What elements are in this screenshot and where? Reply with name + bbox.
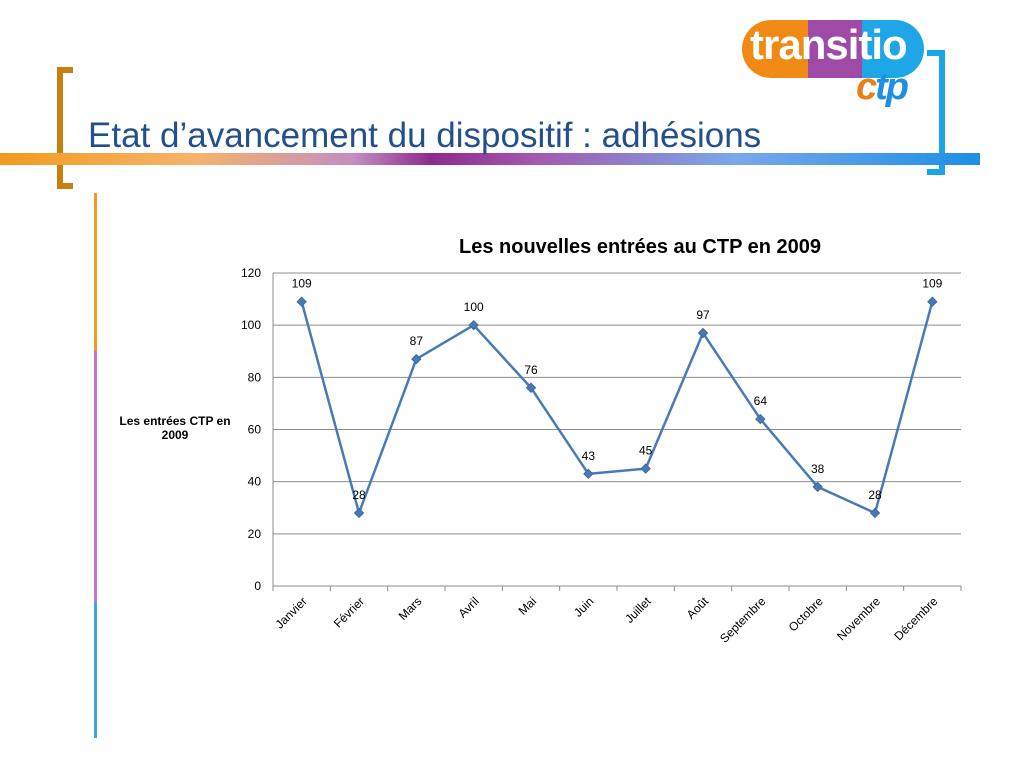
data-label: 45 [639, 444, 653, 458]
y-tick-label: 0 [254, 579, 261, 593]
x-tick-label: Septembre [717, 594, 769, 646]
y-tick-label: 20 [248, 527, 262, 541]
x-tick-label: Janvier [273, 594, 310, 631]
y-tick-label: 120 [241, 266, 261, 280]
data-label: 109 [922, 277, 942, 291]
data-label: 28 [352, 488, 366, 502]
x-tick-label: Août [684, 594, 712, 622]
data-label: 43 [582, 449, 596, 463]
data-point-marker [468, 319, 479, 331]
page-title: Etat d’avancement du dispositif : adhési… [88, 116, 762, 155]
x-tick-label: Juillet [622, 594, 654, 626]
y-tick-label: 100 [241, 318, 261, 332]
x-tick-label: Février [331, 594, 367, 630]
data-point-marker [869, 507, 881, 519]
transitio-ctp-logo: transitio ctp [742, 16, 932, 126]
right-bracket-decoration [927, 50, 945, 175]
title-underline-band [0, 153, 980, 165]
logo-wordmark: transitio [750, 21, 908, 68]
vertical-divider [94, 193, 97, 738]
data-label: 109 [292, 277, 312, 291]
data-label: 64 [754, 394, 768, 408]
data-point-marker [411, 353, 422, 365]
series-line [300, 301, 934, 515]
x-tick-label: Novembre [834, 594, 883, 643]
logo-color-bar [742, 20, 924, 78]
x-tick-label: Octobre [786, 594, 826, 634]
x-tick-label: Juin [571, 594, 596, 619]
data-point-marker [525, 382, 537, 393]
data-label: 100 [464, 300, 484, 314]
data-point-marker [640, 463, 651, 474]
data-point-marker [583, 468, 594, 480]
data-point-marker [697, 327, 709, 339]
x-tick-label: Mars [396, 594, 425, 623]
data-point-marker [296, 296, 307, 307]
data-label: 28 [868, 488, 882, 502]
data-label: 97 [696, 308, 710, 322]
chart-legend-entry: Les entrées CTP en 2009 [119, 414, 231, 442]
data-label: 38 [811, 462, 825, 476]
data-point-marker [812, 481, 823, 493]
x-tick-label: Décembre [891, 594, 940, 643]
y-tick-label: 60 [248, 423, 262, 437]
data-point-marker [353, 507, 365, 519]
chart-title: Les nouvelles entrées au CTP en 2009 [458, 236, 822, 258]
data-label: 76 [524, 363, 538, 377]
x-tick-label: Avril [456, 594, 482, 620]
x-tick-label: Mai [516, 594, 540, 618]
y-tick-label: 40 [248, 475, 262, 489]
data-point-marker [755, 413, 766, 425]
y-tick-label: 80 [248, 370, 262, 384]
data-label: 87 [410, 334, 424, 348]
data-point-marker [927, 296, 938, 307]
left-bracket-decoration [57, 67, 73, 189]
logo-ctp-mark: ctp [856, 66, 909, 108]
